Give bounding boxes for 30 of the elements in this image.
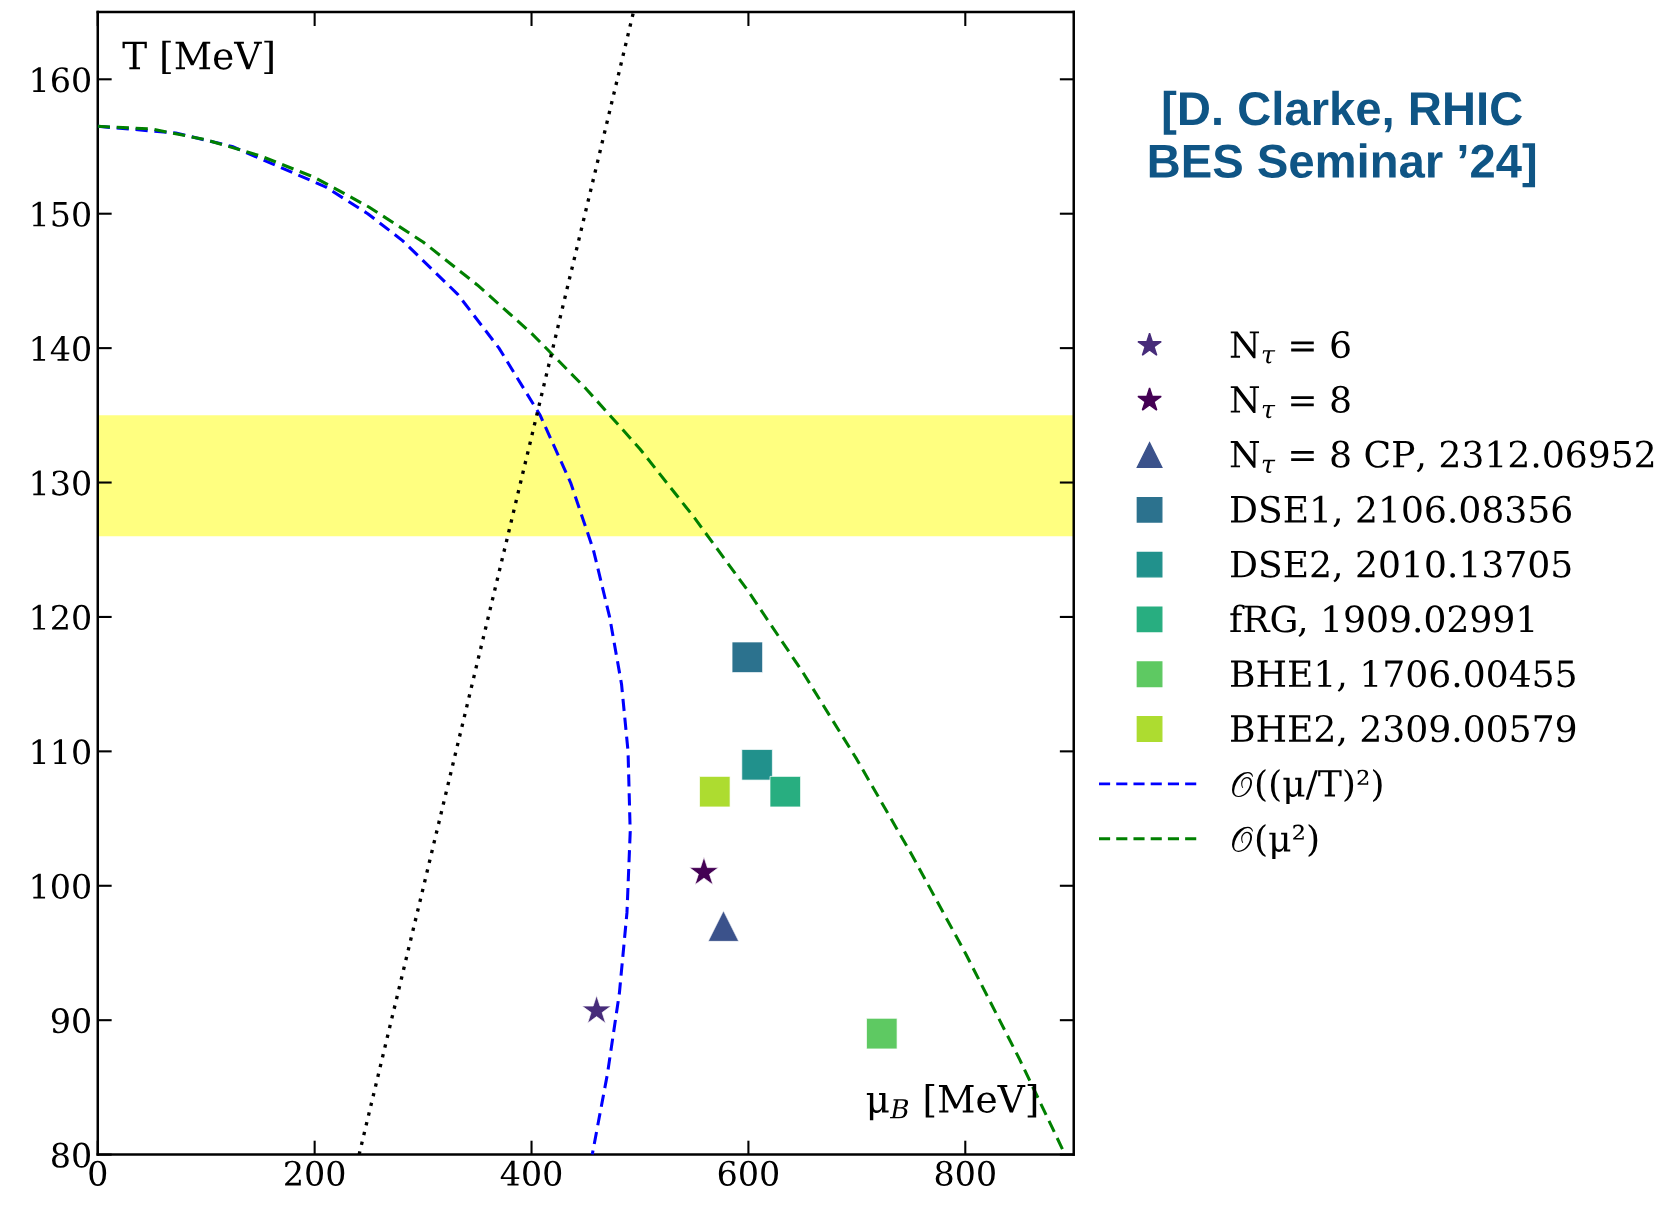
y-tick-label: 160 — [32, 67, 90, 93]
legend-label: N$_{τ}$ = 8 CP, 2312.06952 — [1230, 440, 1654, 474]
point — [741, 749, 773, 781]
x-tick-label: 0 — [89, 1160, 107, 1186]
y-tick-label: 150 — [32, 201, 90, 227]
legend-label: fRG, 1909.02991 — [1230, 604, 1534, 637]
y-axis-title: T [MeV] — [122, 40, 273, 75]
y-tick-label: 110 — [32, 739, 90, 765]
legend-label: BHE2, 2309.00579 — [1231, 714, 1576, 747]
y-tick-label: 90 — [51, 1008, 90, 1034]
y-tick-label: 100 — [32, 873, 90, 899]
point — [699, 776, 731, 808]
x-tick-label: 400 — [500, 1160, 562, 1186]
y-tick-label: 120 — [32, 604, 90, 631]
x-axis-title: μ$_{B}$ [MeV] — [866, 1083, 1037, 1121]
x-tick-label: 200 — [285, 1160, 345, 1186]
legend-label: DSE2, 2010.13705 — [1231, 550, 1571, 583]
legend-label: DSE1, 2106.08356 — [1231, 495, 1571, 528]
y-tick-label: 130 — [32, 470, 90, 496]
legend-label: N$_{τ}$ = 8 — [1230, 385, 1350, 419]
legend-label: BHE1, 1706.00455 — [1231, 660, 1575, 692]
x-tick-label: 800 — [935, 1160, 995, 1186]
y-tick-label: 80 — [52, 1142, 90, 1168]
x-tick-label: 600 — [718, 1160, 779, 1186]
text: [D. Clarke, RHIC BES Seminar ’24] — [1149, 90, 1536, 188]
legend-label: 𝒪(μ²) — [1231, 823, 1318, 859]
legend-label: N$_{τ}$ = 6 — [1230, 330, 1350, 364]
y-tick-label: 140 — [32, 336, 90, 362]
legend-label: 𝒪((μ/T)²) — [1231, 769, 1382, 804]
point — [866, 1018, 898, 1050]
